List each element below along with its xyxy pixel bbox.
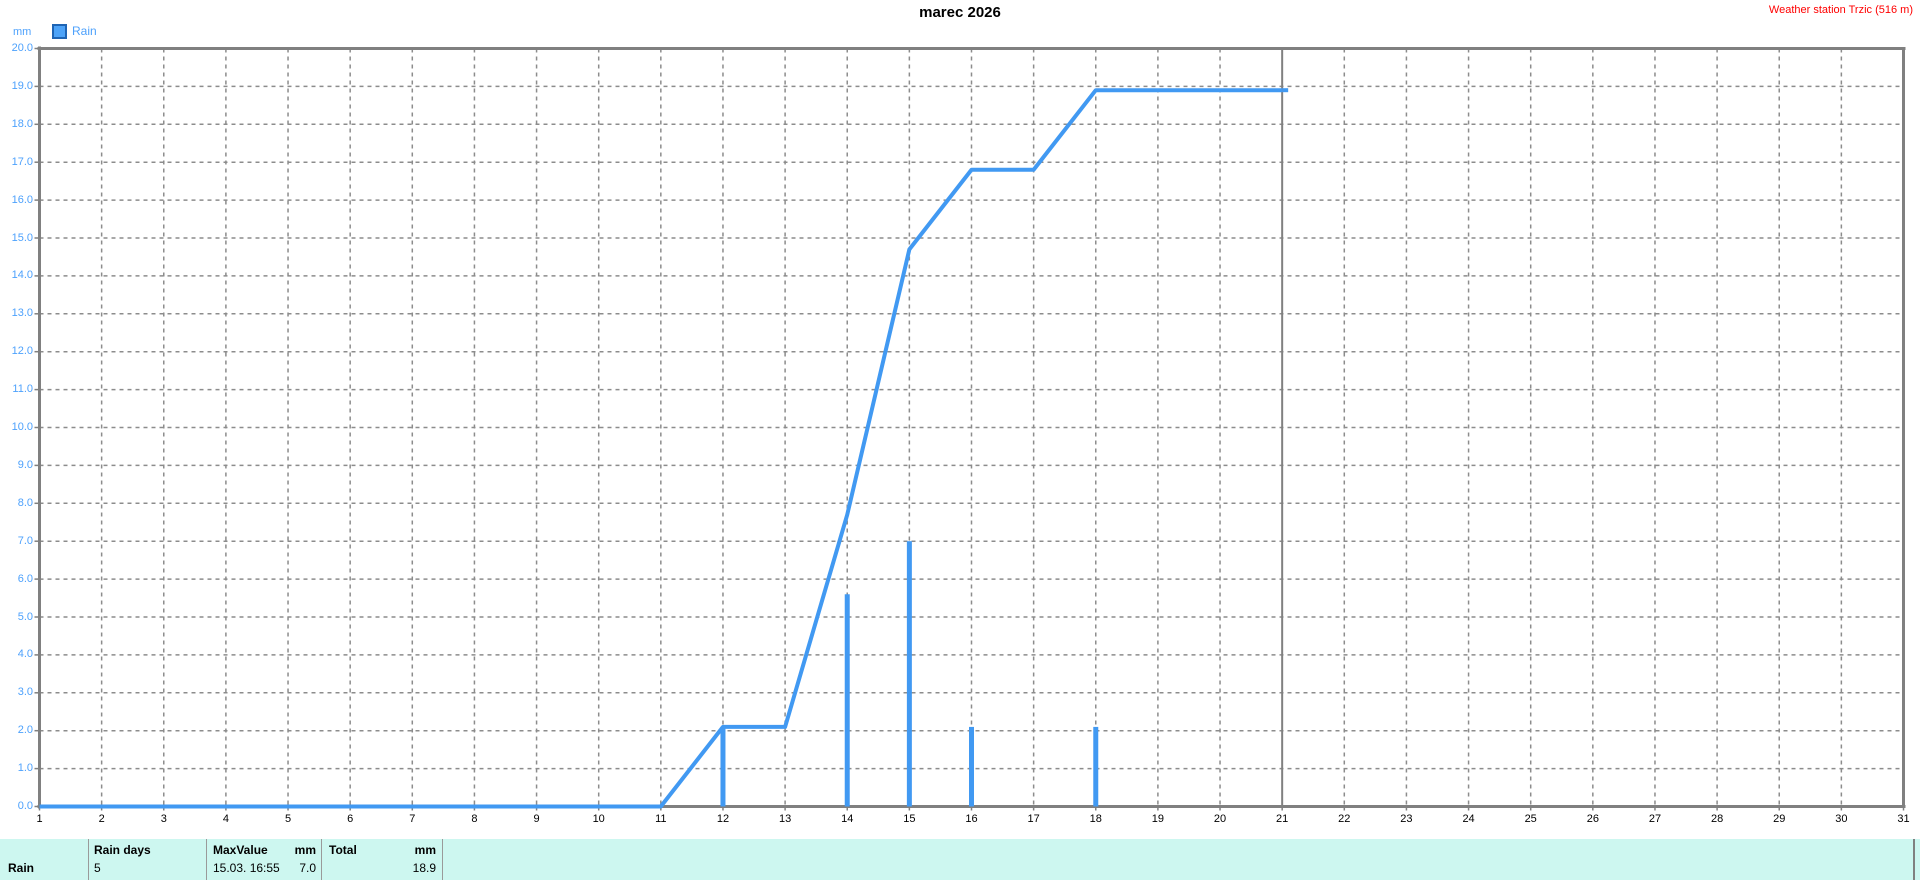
- line-end-marker: [1282, 88, 1289, 93]
- x-axis-label: 16: [965, 813, 978, 825]
- table-separator: [321, 839, 322, 880]
- max-value-amount: 7.0: [299, 861, 316, 875]
- y-axis-label: 7.0: [17, 534, 33, 547]
- x-axis-label: 12: [716, 813, 730, 825]
- x-axis-label: 31: [1897, 813, 1910, 825]
- total-unit-label: mm: [414, 843, 436, 857]
- y-axis-label: 20.0: [11, 42, 33, 54]
- cumulative-rain-line: [39, 88, 1283, 809]
- x-axis-label: 13: [778, 813, 792, 825]
- x-axis-label: 8: [471, 813, 478, 825]
- station-label: Weather station Trzic (516 m): [1768, 4, 1913, 16]
- y-axis-label: 19.0: [11, 79, 33, 92]
- y-axis-label: 10.0: [11, 421, 33, 433]
- y-axis-label: 18.0: [11, 117, 33, 130]
- x-axis-label: 19: [1151, 813, 1165, 825]
- max-value-time: 15.03. 16:55: [213, 861, 280, 875]
- y-axis-label: 12.0: [11, 345, 33, 358]
- legend-label: Rain: [72, 24, 97, 38]
- y-axis-label: 0.0: [17, 800, 33, 812]
- x-axis-label: 17: [1027, 813, 1040, 825]
- legend: Rain: [52, 23, 97, 39]
- x-axis-label: 3: [160, 813, 167, 825]
- y-axis-label: 4.0: [17, 648, 33, 661]
- y-axis-label: 13.0: [11, 307, 33, 320]
- x-axis-label: 27: [1648, 813, 1662, 825]
- rain-legend-swatch-icon: [52, 23, 67, 39]
- summary-row-label: Rain: [8, 861, 35, 875]
- x-axis-label: 22: [1338, 813, 1351, 825]
- x-axis-label: 2: [98, 813, 105, 825]
- x-axis-label: 26: [1586, 813, 1599, 825]
- x-axis-label: 9: [533, 813, 540, 825]
- table-separator: [442, 839, 443, 880]
- rain-bar-day-14: [844, 594, 850, 807]
- y-axis-unit-label: mm: [13, 26, 32, 38]
- x-axis-label: 30: [1835, 813, 1848, 825]
- max-unit-label: mm: [294, 843, 316, 857]
- table-right-border: [1913, 839, 1915, 880]
- x-axis-label: 5: [284, 813, 292, 825]
- x-axis-label: 15: [903, 813, 916, 825]
- table-separator: [206, 839, 207, 880]
- x-axis-label: 23: [1400, 813, 1413, 825]
- summary-table: Rain Rain days 5 MaxValue mm 15.03. 16:5…: [0, 839, 1920, 880]
- total-amount: 18.9: [412, 861, 436, 875]
- y-axis-label: 9.0: [17, 458, 33, 471]
- x-axis-label: 28: [1710, 813, 1724, 825]
- y-axis-label: 3.0: [17, 686, 33, 699]
- x-axis-label: 18: [1089, 813, 1102, 825]
- x-axis-label: 29: [1773, 813, 1786, 825]
- rain-bar-day-15: [906, 541, 912, 807]
- x-axis-label: 10: [592, 813, 605, 825]
- x-axis-label: 14: [841, 813, 854, 825]
- rain-days-header: Rain days: [94, 843, 151, 857]
- y-axis-label: 1.0: [17, 762, 33, 775]
- rain-bar-day-12: [720, 726, 726, 807]
- rain-bar-day-18: [1093, 726, 1099, 807]
- x-axis-label: 21: [1276, 813, 1289, 825]
- y-axis-label: 8.0: [17, 496, 33, 509]
- x-axis-label: 6: [347, 813, 354, 825]
- x-axis-label: 7: [409, 813, 416, 825]
- x-axis-label: 20: [1213, 813, 1227, 825]
- x-axis-label: 4: [222, 813, 229, 825]
- y-axis-label: 2.0: [17, 724, 33, 737]
- x-axis-label: 25: [1524, 813, 1537, 825]
- max-value-header: MaxValue: [213, 843, 268, 857]
- page-title: marec 2026: [919, 4, 1001, 21]
- table-separator: [88, 839, 89, 880]
- x-axis-label: 24: [1462, 813, 1475, 825]
- y-axis-label: 6.0: [17, 572, 33, 585]
- rain-days-value: 5: [94, 861, 101, 875]
- rain-bar-day-16: [969, 726, 974, 807]
- total-header: Total: [329, 843, 357, 857]
- x-axis-label: 1: [36, 813, 43, 825]
- y-axis-label: 17.0: [11, 155, 33, 168]
- x-axis-label: 11: [655, 813, 667, 825]
- y-axis-label: 15.0: [11, 231, 33, 244]
- y-axis-label: 11.0: [12, 383, 33, 396]
- y-axis-label: 14.0: [11, 269, 33, 282]
- y-axis-label: 5.0: [17, 610, 33, 623]
- y-axis-label: 16.0: [11, 193, 33, 206]
